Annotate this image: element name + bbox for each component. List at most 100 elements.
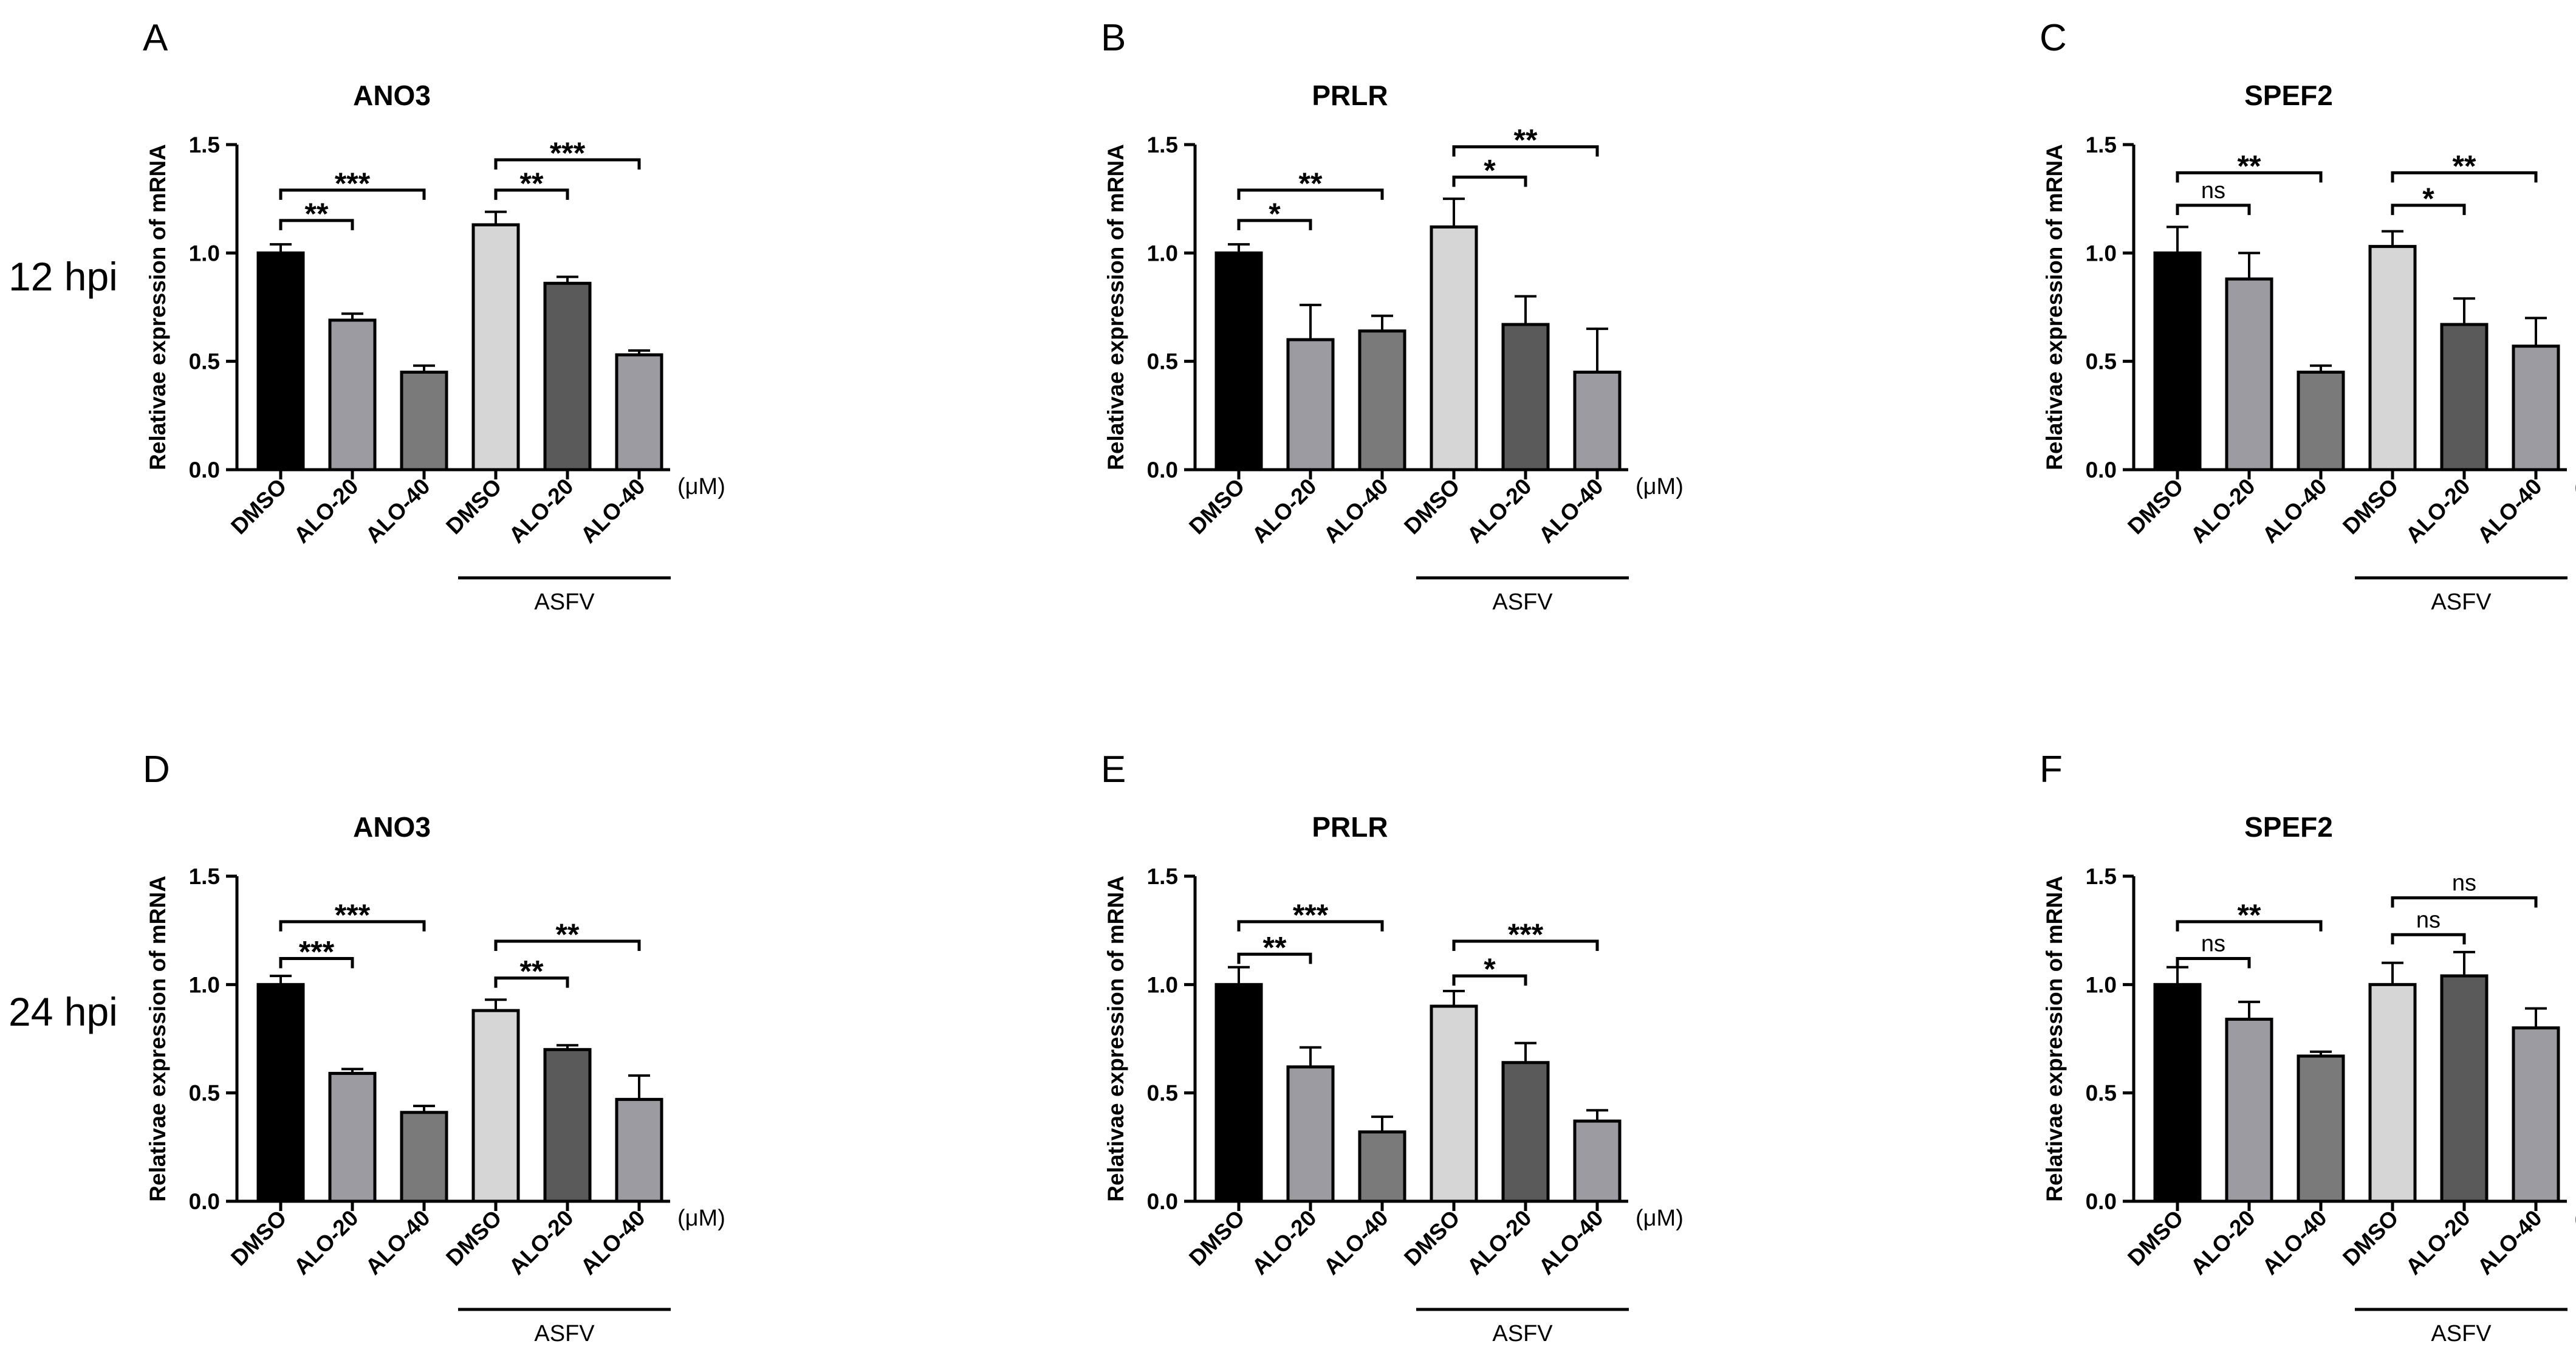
significance-bracket <box>494 939 641 951</box>
bar <box>2368 245 2417 472</box>
bar <box>1573 1119 1622 1203</box>
bar <box>543 1048 592 1203</box>
chart-panel-b: B PRLR Relativae expression of mRNA 0.0 0.5 1… <box>1101 17 1684 615</box>
y-tick-label: 0.5 <box>189 1081 220 1106</box>
chart-panel-d: D ANO3 Relativae expression of mRNA 0.0 0.5 1… <box>143 749 725 1346</box>
bar <box>1214 251 1263 472</box>
group-label: ASFV <box>2431 1321 2492 1346</box>
panel-letter: A <box>143 17 168 59</box>
x-tick-label: DMSO <box>2338 1206 2403 1271</box>
unit-label: (μM) <box>2574 1206 2576 1231</box>
significance-label: *** <box>335 166 371 201</box>
panel-letter: E <box>1101 749 1126 791</box>
group-label: ASFV <box>534 589 595 615</box>
x-tick-label: ALO-40 <box>2258 474 2332 548</box>
y-tick-label: 1.0 <box>189 972 220 997</box>
significance-bracket <box>2391 171 2538 183</box>
x-tick-label: DMSO <box>2123 474 2188 539</box>
bar <box>1214 983 1263 1203</box>
y-axis-label: Relativae expression of mRNA <box>2042 144 2067 470</box>
bar <box>256 983 305 1203</box>
bar <box>2440 323 2489 472</box>
bar <box>400 371 448 472</box>
significance-label: *** <box>335 898 371 932</box>
bar <box>2440 974 2489 1203</box>
unit-label: (μM) <box>2574 474 2576 499</box>
x-tick-label: DMSO <box>1399 1206 1464 1271</box>
significance-bracket <box>2391 204 2466 215</box>
significance-bracket <box>2391 933 2466 945</box>
y-tick-label: 0.5 <box>1147 349 1178 374</box>
significance-label: ** <box>1299 166 1323 201</box>
x-tick-label: ALO-40 <box>1534 1206 1608 1280</box>
significance-label: ns <box>2416 907 2441 933</box>
bar <box>1501 323 1550 472</box>
x-tick-label: ALO-20 <box>2401 1206 2475 1280</box>
y-axis-label: Relativae expression of mRNA <box>145 876 170 1202</box>
bar <box>2153 983 2202 1203</box>
significance-bracket <box>279 188 426 200</box>
y-axis-label: Relativae expression of mRNA <box>1103 876 1128 1202</box>
significance-bracket <box>1452 939 1599 951</box>
y-tick-label: 0.5 <box>2086 1081 2117 1106</box>
x-tick-label: ALO-40 <box>361 474 435 548</box>
group-label: ASFV <box>1492 589 1553 615</box>
chart-panel-a: A ANO3 Relativae expression of mRNA 0.0 0.5 1… <box>143 17 725 615</box>
significance-label: ** <box>2238 149 2261 183</box>
significance-bracket <box>1237 952 1312 964</box>
x-tick-label: ALO-40 <box>2258 1206 2332 1280</box>
chart-title: SPEF2 <box>2244 80 2333 111</box>
y-axis-label: Relativae expression of mRNA <box>145 144 170 470</box>
y-tick-label: 0.5 <box>189 349 220 374</box>
row-label-12hpi: 12 hpi <box>9 254 118 299</box>
x-tick-label: DMSO <box>1184 474 1249 539</box>
row-labels: 12 hpi 24 hpi <box>9 254 118 1034</box>
y-tick-label: 1.5 <box>1147 132 1178 157</box>
y-axis-label: Relativae expression of mRNA <box>1103 144 1128 470</box>
y-tick-label: 0.0 <box>1147 458 1178 482</box>
significance-label: ** <box>2453 149 2476 183</box>
x-tick-label: ALO-40 <box>576 1206 650 1280</box>
chart-title: PRLR <box>1312 811 1388 843</box>
panel-letter: C <box>2040 17 2067 59</box>
chart-panel-f: F SPEF2 Relativae expression of mRNA 0.0 0.5… <box>2040 749 2576 1346</box>
y-tick-label: 1.5 <box>2086 864 2117 889</box>
significance-label: ** <box>1263 930 1287 964</box>
significance-bracket <box>1237 188 1384 200</box>
chart-title: PRLR <box>1312 80 1388 111</box>
significance-bracket <box>279 957 354 969</box>
significance-bracket <box>1237 920 1384 931</box>
significance-label: ns <box>2201 931 2225 957</box>
significance-label: ** <box>2238 898 2261 932</box>
significance-label: * <box>2422 182 2434 216</box>
bar <box>615 353 663 472</box>
panel-letter: D <box>143 749 170 791</box>
y-tick-label: 0.0 <box>2086 458 2117 482</box>
significance-label: *** <box>1293 898 1329 932</box>
y-axis-label: Relativae expression of mRNA <box>2042 876 2067 1202</box>
bar <box>1286 338 1335 472</box>
significance-bracket <box>2176 171 2323 183</box>
y-tick-label: 1.5 <box>2086 132 2117 157</box>
significance-bracket <box>2176 920 2323 931</box>
bar <box>2368 983 2417 1203</box>
significance-bracket <box>494 188 569 200</box>
significance-label: ** <box>520 166 544 201</box>
bar <box>2297 371 2345 472</box>
panels: A ANO3 Relativae expression of mRNA 0.0 0.5 1… <box>143 17 2576 1346</box>
significance-label: *** <box>550 136 586 170</box>
y-tick-label: 1.0 <box>1147 241 1178 266</box>
y-tick-label: 0.5 <box>2086 349 2117 374</box>
significance-label: * <box>1269 197 1281 231</box>
x-tick-label: DMSO <box>2123 1206 2188 1271</box>
bar <box>2225 277 2273 472</box>
x-tick-label: DMSO <box>226 1206 291 1271</box>
significance-bracket <box>494 976 569 988</box>
y-tick-label: 0.0 <box>189 1189 220 1214</box>
significance-label: * <box>1484 952 1496 986</box>
x-tick-label: DMSO <box>1184 1206 1249 1271</box>
x-tick-label: ALO-40 <box>1534 474 1608 548</box>
significance-bracket <box>279 219 354 230</box>
significance-bracket <box>1237 219 1312 230</box>
